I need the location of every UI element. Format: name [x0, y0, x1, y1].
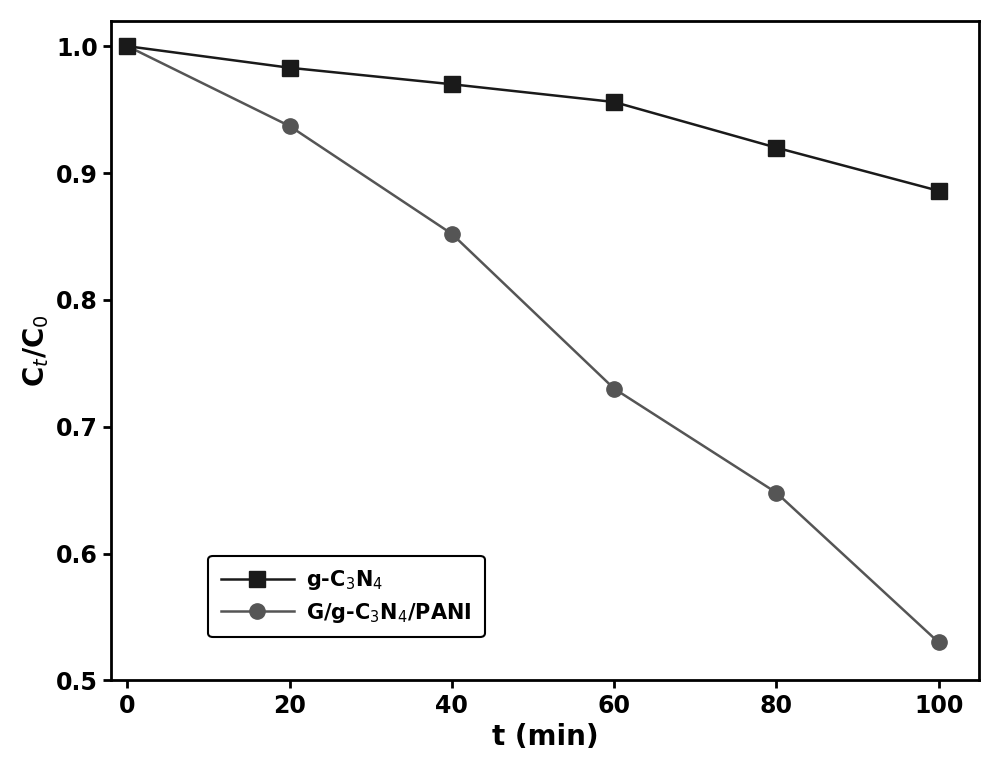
Line: G/g-C$_3$N$_4$/PANI: G/g-C$_3$N$_4$/PANI [120, 39, 946, 650]
g-C$_3$N$_4$ [121, 42, 133, 51]
G/g-C$_3$N$_4$/PANI [446, 229, 458, 239]
g-C$_3$N$_4$ [608, 97, 620, 107]
G/g-C$_3$N$_4$/PANI [770, 488, 782, 497]
G/g-C$_3$N$_4$/PANI [608, 384, 620, 393]
Legend: g-C$_3$N$_4$, G/g-C$_3$N$_4$/PANI: g-C$_3$N$_4$, G/g-C$_3$N$_4$/PANI [208, 556, 485, 637]
Line: g-C$_3$N$_4$: g-C$_3$N$_4$ [120, 39, 946, 198]
X-axis label: t (min): t (min) [492, 723, 599, 751]
G/g-C$_3$N$_4$/PANI [121, 42, 133, 51]
g-C$_3$N$_4$ [770, 143, 782, 152]
g-C$_3$N$_4$ [933, 186, 945, 195]
G/g-C$_3$N$_4$/PANI [933, 638, 945, 647]
G/g-C$_3$N$_4$/PANI [284, 121, 296, 130]
Y-axis label: C$_t$/C$_0$: C$_t$/C$_0$ [21, 314, 51, 387]
g-C$_3$N$_4$ [446, 80, 458, 89]
g-C$_3$N$_4$ [284, 63, 296, 73]
